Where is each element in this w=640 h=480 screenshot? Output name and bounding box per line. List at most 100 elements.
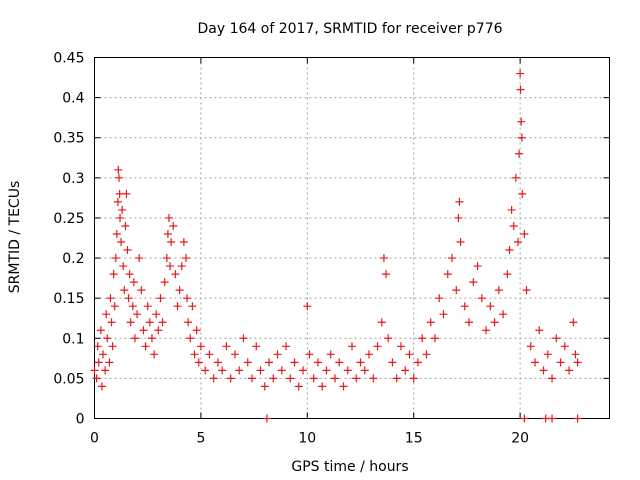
y-tick-label: 0.2 [62, 251, 84, 267]
data-point [526, 342, 535, 351]
data-point [96, 326, 105, 335]
data-point [282, 342, 291, 351]
data-point [167, 238, 176, 247]
data-point [190, 350, 199, 359]
data-point [384, 334, 393, 343]
data-point [294, 382, 303, 391]
data-point [107, 318, 116, 327]
data-point [188, 302, 197, 311]
data-point [235, 366, 244, 375]
data-point [517, 133, 526, 142]
data-point [124, 294, 133, 303]
data-point [111, 254, 120, 263]
data-point [171, 270, 180, 279]
data-point [194, 358, 203, 367]
data-point [335, 358, 344, 367]
data-point [569, 318, 578, 327]
data-point [286, 374, 295, 383]
data-point [186, 334, 195, 343]
data-point [318, 382, 327, 391]
data-point [139, 326, 148, 335]
data-point [158, 318, 167, 327]
data-point [128, 302, 137, 311]
data-point [184, 318, 193, 327]
data-point [201, 366, 210, 375]
x-tick-label: 5 [196, 431, 205, 447]
data-point [115, 189, 124, 198]
data-point [196, 342, 205, 351]
data-point [322, 366, 331, 375]
data-point [299, 366, 308, 375]
data-point [405, 350, 414, 359]
data-point [230, 350, 239, 359]
data-point [112, 229, 121, 238]
data-point [154, 326, 163, 335]
data-point [430, 334, 439, 343]
data-point [265, 358, 274, 367]
data-point [260, 382, 269, 391]
data-point [422, 350, 431, 359]
data-point [256, 366, 265, 375]
grid-lines [94, 57, 610, 419]
data-point [99, 350, 108, 359]
data-point [548, 414, 557, 423]
data-point [326, 350, 335, 359]
data-point [573, 414, 582, 423]
data-point [539, 366, 548, 375]
data-point [401, 366, 410, 375]
data-point [239, 334, 248, 343]
data-point [213, 358, 222, 367]
data-point [182, 254, 191, 263]
data-point [101, 366, 110, 375]
data-point [102, 310, 111, 319]
data-point [92, 374, 101, 383]
data-point [109, 270, 118, 279]
data-point [90, 366, 99, 375]
data-point [116, 213, 125, 222]
data-point [205, 350, 214, 359]
data-point [505, 246, 514, 255]
y-tick-label: 0.35 [53, 131, 84, 147]
data-point [303, 302, 312, 311]
data-point [152, 310, 161, 319]
data-point [226, 374, 235, 383]
data-point [94, 358, 103, 367]
y-tick-label: 0 [76, 412, 85, 428]
data-point [147, 334, 156, 343]
data-point [454, 213, 463, 222]
data-point [277, 366, 286, 375]
data-point [469, 278, 478, 287]
data-point [119, 262, 128, 271]
data-point [120, 286, 129, 295]
data-point [515, 149, 524, 158]
data-point [517, 117, 526, 126]
data-point [160, 278, 169, 287]
data-point [103, 334, 112, 343]
y-tick-label: 0.3 [62, 171, 84, 187]
data-point [535, 326, 544, 335]
chart-title: Day 164 of 2017, SRMTID for receiver p77… [197, 21, 502, 37]
data-point [426, 318, 435, 327]
data-point [448, 254, 457, 263]
data-point [113, 197, 122, 206]
data-point [494, 286, 503, 295]
data-point [305, 350, 314, 359]
data-point [369, 374, 378, 383]
data-point [477, 294, 486, 303]
data-point [137, 286, 146, 295]
data-point [126, 318, 135, 327]
data-point [313, 358, 322, 367]
data-point [114, 173, 123, 182]
y-tick-label: 0.45 [53, 51, 84, 67]
data-point [377, 318, 386, 327]
data-point [121, 221, 130, 230]
data-point [531, 358, 540, 367]
data-point [439, 310, 448, 319]
data-point [499, 310, 508, 319]
data-point [192, 326, 201, 335]
y-tick-label: 0.4 [62, 91, 84, 107]
data-point [482, 326, 491, 335]
data-point [388, 358, 397, 367]
x-tick-label: 0 [90, 431, 99, 447]
data-point [511, 173, 520, 182]
